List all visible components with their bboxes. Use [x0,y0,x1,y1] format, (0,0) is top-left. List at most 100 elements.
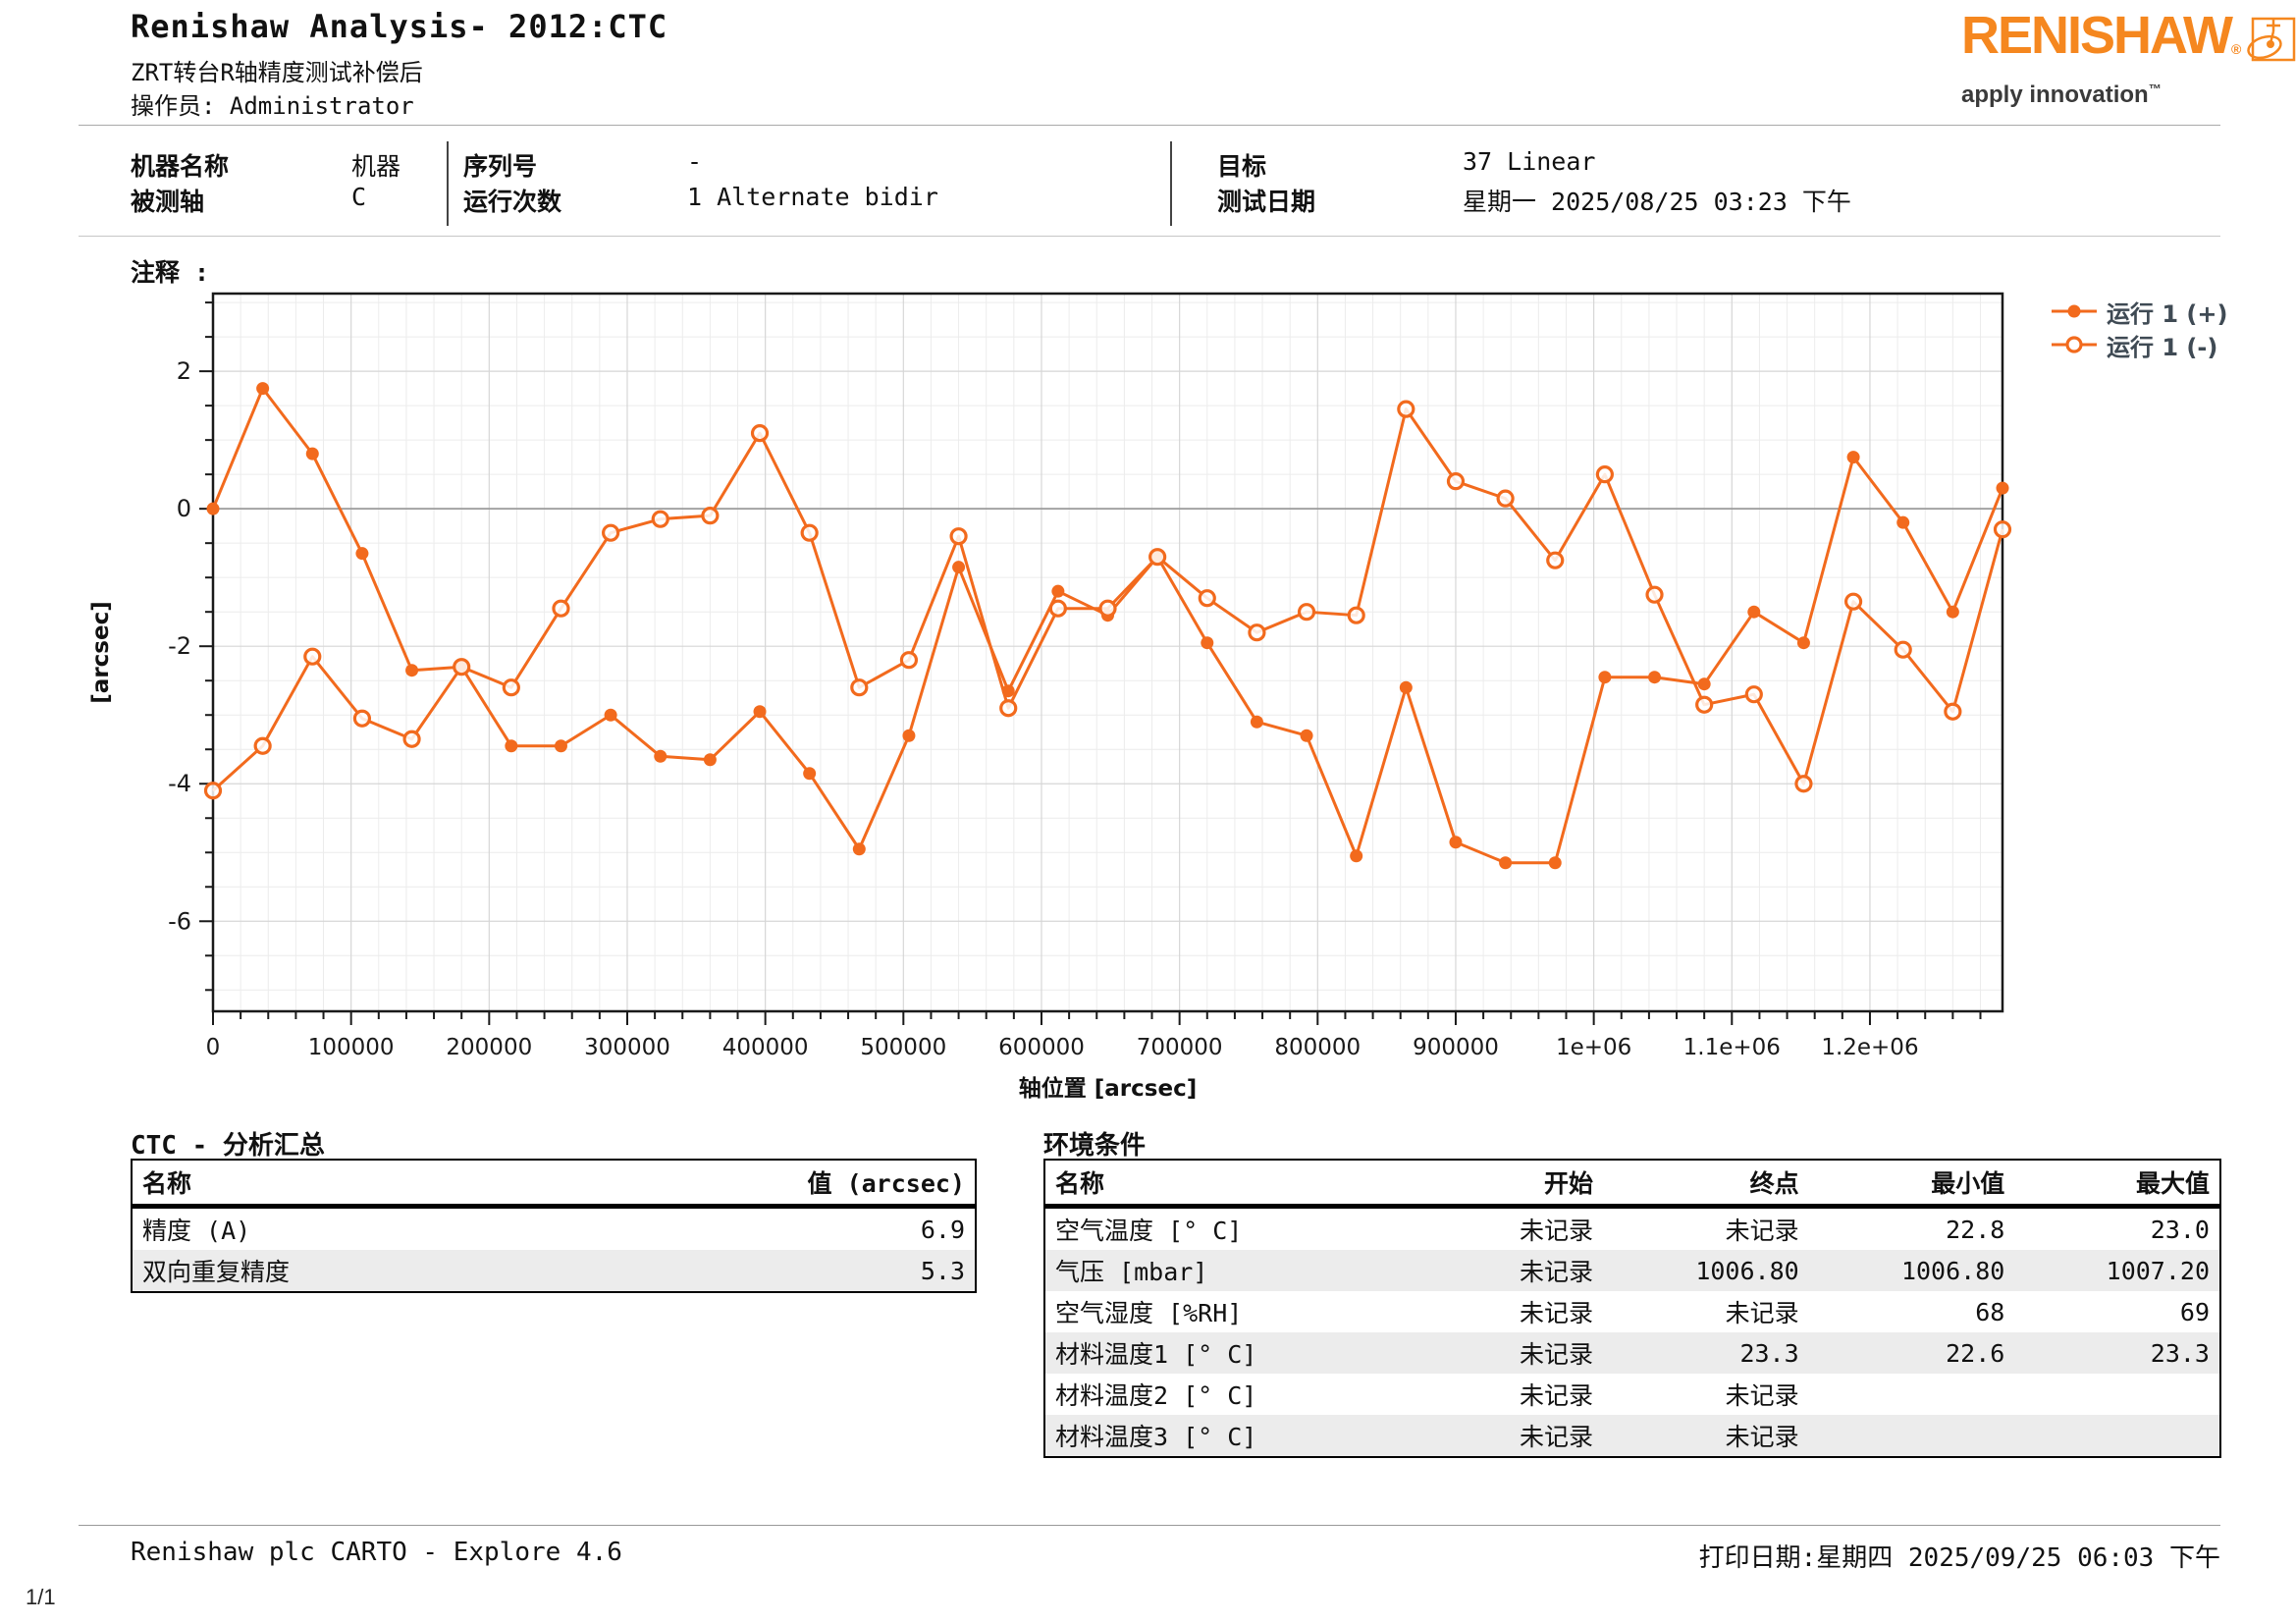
data-point-run1-plus [902,729,916,742]
tested-axis-value: C [351,183,367,211]
table-cell: 1006.80 [1695,1256,1799,1285]
target-label: 目标 [1217,152,1267,181]
x-tick-label: 1e+06 [1556,1035,1631,1060]
table-cell: 未记录 [1520,1381,1594,1410]
table-cell: 22.8 [1946,1215,2005,1244]
info-divider-1 [447,141,449,226]
data-point-run1-minus [651,510,669,528]
data-point-run1-plus [1001,684,1015,698]
table-cell: 精度 (A) [142,1217,251,1245]
y-tick-label: -6 [168,907,191,935]
test-date-value: 星期一 2025/08/25 03:23 下午 [1463,188,1851,216]
x-tick-label: 1.1e+06 [1683,1035,1781,1060]
data-point-run1-plus [852,842,866,856]
registered-mark-icon: ® [2231,41,2242,57]
data-point-run1-plus [703,753,717,767]
table-row: 空气湿度 [%RH] 未记录 未记录 68 69 [1044,1291,2220,1332]
data-point-run1-minus [1645,585,1664,604]
data-point-run1-minus [750,424,770,443]
table-cell: 5.3 [920,1256,965,1285]
data-point-run1-minus [1297,603,1316,622]
summary-table-head: 名称值 (arcsec) [132,1160,976,1209]
data-point-run1-plus [1648,671,1662,684]
data-point-run1-minus [502,678,520,697]
series-line-run1-plus [211,387,2004,865]
legend-marker-filled-icon [2052,304,2097,318]
environment-table-head: 名称 开始 终点 最小值 最大值 [1044,1160,2220,1209]
data-point-run1-plus [305,447,319,460]
table-row: 材料温度3 [° C] 未记录 未记录 [1044,1415,2220,1457]
data-point-run1-minus [1148,548,1167,567]
data-point-run1-minus [453,658,471,676]
report-subtitle: ZRT转台R轴精度测试补偿后 [131,59,423,86]
renishaw-logo: RENISHAW ® apply innovation™ [1961,9,2296,109]
data-point-run1-plus [505,739,518,753]
legend-label-run1-plus: 运行 1 (+) [2107,299,2228,328]
data-point-run1-minus [1546,551,1565,569]
data-point-run1-minus [253,736,272,755]
info-divider-2 [1170,141,1172,226]
footer-print-date: 打印日期:星期四 2025/09/25 06:03 下午 [1698,1543,2220,1573]
footer-divider [79,1525,2220,1526]
data-point-run1-plus [1201,636,1214,650]
accuracy-chart: 0 100000 200000 300000 400000 500000 600000 700… [88,292,2012,1102]
environment-section-title: 环境条件 [1043,1131,1147,1161]
table-cell: 未记录 [1520,1340,1594,1369]
summary-section-title: CTC - 分析汇总 [131,1131,325,1161]
data-point-run1-minus [1993,520,2012,539]
data-point-run1-plus [604,708,617,722]
target-value: 37 Linear [1463,147,1596,176]
column-header: 开始 [1397,1160,1604,1209]
data-point-run1-minus [602,523,620,542]
data-point-run1-minus [552,599,570,618]
notes-label: 注释 : [131,258,210,287]
info-bottom-divider [79,236,2220,237]
data-point-run1-minus [1595,465,1614,484]
data-point-run1-plus [1846,451,1860,464]
header-divider [79,125,2220,126]
table-cell: 6.9 [920,1215,965,1244]
tested-axis-label: 被测轴 [131,188,205,216]
column-header: 名称 [132,1160,680,1209]
x-tick-label: 600000 [998,1035,1085,1060]
data-point-run1-plus [1946,605,1959,619]
data-point-run1-minus [203,782,223,800]
legend-label-run1-minus: 运行 1 (-) [2107,333,2218,361]
table-cell: 未记录 [1520,1258,1594,1286]
data-point-run1-minus [1794,775,1813,793]
data-point-run1-minus [1098,599,1117,618]
table-cell: 22.6 [1946,1338,2005,1368]
data-point-run1-minus [1248,623,1266,642]
environment-table-body: 空气温度 [° C] 未记录 未记录 22.8 23.0 气压 [mbar] 未记录 1006… [1044,1207,2220,1457]
data-point-run1-minus [899,651,919,670]
table-row: 空气温度 [° C] 未记录 未记录 22.8 23.0 [1044,1207,2220,1251]
x-tick-label: 100000 [308,1035,395,1060]
data-point-run1-plus [355,547,369,561]
table-cell: 23.0 [2150,1215,2210,1244]
y-tick-label: 2 [177,357,191,385]
summary-table-body: 精度 (A) 6.9 双向重复精度 5.3 [132,1207,976,1292]
machine-name-label: 机器名称 [131,152,230,181]
data-point-run1-plus [1499,856,1513,870]
x-tick-label: 1.2e+06 [1821,1035,1918,1060]
x-tick-label: 700000 [1137,1035,1223,1060]
x-tick-label: 0 [206,1035,221,1060]
data-point-run1-minus [701,507,720,525]
data-point-run1-plus [1548,856,1562,870]
plot-border [211,292,2004,1013]
x-tick-label: 500000 [860,1035,946,1060]
table-cell: 材料温度3 [° C] [1055,1423,1257,1451]
data-point-run1-minus [402,730,421,748]
table-cell: 69 [2179,1297,2210,1326]
x-axis-title: 轴位置 [arcsec] [1019,1075,1197,1102]
data-point-run1-minus [800,523,819,542]
data-point-run1-plus [1350,849,1363,863]
table-cell: 1007.20 [2106,1256,2210,1285]
column-header: 值 (arcsec) [680,1160,976,1209]
table-cell [2014,1374,2220,1415]
data-point-run1-plus [1250,715,1263,729]
table-cell: 未记录 [1520,1299,1594,1327]
x-tick-label: 900000 [1413,1035,1499,1060]
data-point-run1-plus [803,767,817,781]
data-point-run1-plus [206,502,220,515]
